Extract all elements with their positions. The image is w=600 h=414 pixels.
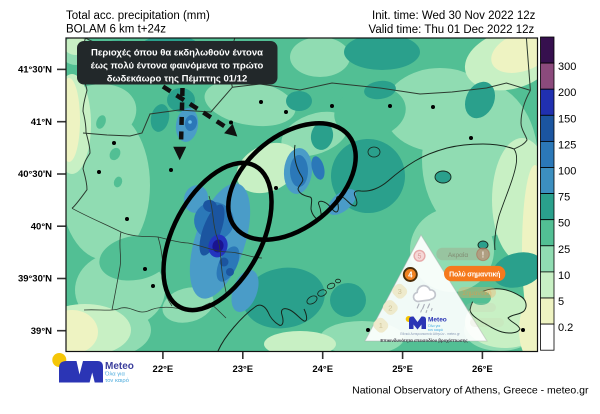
svg-text:Όλα για: Όλα για: [427, 324, 440, 328]
svg-text:26°E: 26°E: [472, 364, 493, 375]
svg-text:Σημαντική: Σημαντική: [462, 290, 492, 297]
svg-text:22°E: 22°E: [153, 364, 174, 375]
svg-text:Όλα για: Όλα για: [104, 372, 125, 378]
svg-text:39°N: 39°N: [31, 326, 52, 337]
svg-text:Εθνικό Αστεροσκοπείο Αθηνών -: Εθνικό Αστεροσκοπείο Αθηνών - meteo.gr: [400, 332, 460, 336]
svg-text:Πολύ σημαντική: Πολύ σημαντική: [449, 270, 500, 278]
svg-text:BOLAM 6 km t+24z: BOLAM 6 km t+24z: [66, 24, 166, 36]
svg-text:1: 1: [379, 321, 383, 330]
svg-text:50: 50: [558, 218, 570, 230]
svg-text:23°E: 23°E: [232, 364, 253, 375]
svg-text:Meteo: Meteo: [105, 361, 134, 372]
svg-text:Επικινδυνότητα επεισοδίου βροχ: Επικινδυνότητα επεισοδίου βροχόπτωσης: [380, 338, 468, 344]
svg-text:0.2: 0.2: [558, 322, 573, 334]
svg-text:40°30'N: 40°30'N: [18, 169, 52, 180]
svg-text:4: 4: [408, 271, 413, 280]
svg-text:300: 300: [558, 61, 576, 73]
svg-text:10: 10: [558, 270, 570, 282]
svg-text:δωδεκάωρο της Πέμπτης 01/12: δωδεκάωρο της Πέμπτης 01/12: [107, 74, 247, 85]
svg-text:100: 100: [558, 166, 576, 178]
svg-text:5: 5: [558, 296, 564, 308]
svg-text:25°E: 25°E: [392, 364, 413, 375]
svg-text:National Observatory of Athens: National Observatory of Athens, Greece -…: [352, 384, 589, 396]
svg-text:39°30'N: 39°30'N: [18, 274, 52, 285]
svg-text:25: 25: [558, 244, 570, 256]
svg-text:75: 75: [558, 192, 570, 204]
svg-text:!: !: [482, 250, 485, 259]
svg-text:Meteo: Meteo: [428, 317, 447, 324]
svg-text:τον καιρό: τον καιρό: [428, 328, 443, 332]
svg-text:τον καιρό: τον καιρό: [105, 377, 129, 384]
svg-text:200: 200: [558, 87, 576, 99]
svg-text:Περιοχές όπου θα εκδηλωθούν έν: Περιοχές όπου θα εκδηλωθούν έντονα: [91, 48, 263, 59]
svg-text:Total acc. precipitation (mm): Total acc. precipitation (mm): [66, 10, 210, 22]
svg-text:24°E: 24°E: [312, 364, 333, 375]
svg-text:5: 5: [418, 254, 422, 261]
svg-text:Ακραία: Ακραία: [448, 251, 468, 259]
svg-text:Init. time: Wed 30 Nov 2022 12: Init. time: Wed 30 Nov 2022 12z: [372, 10, 536, 22]
svg-text:150: 150: [558, 113, 576, 125]
svg-text:3: 3: [398, 287, 402, 296]
svg-text:Valid time: Thu 01 Dec 2022 12: Valid time: Thu 01 Dec 2022 12z: [369, 24, 535, 36]
svg-text:2: 2: [388, 303, 392, 312]
svg-text:41°30'N: 41°30'N: [18, 65, 52, 76]
svg-text:41°N: 41°N: [31, 117, 52, 128]
svg-text:40°N: 40°N: [31, 221, 52, 232]
svg-text:έως πολύ έντονα φαινόμενα το π: έως πολύ έντονα φαινόμενα το πρώτο: [91, 61, 264, 72]
svg-text:125: 125: [558, 139, 576, 151]
